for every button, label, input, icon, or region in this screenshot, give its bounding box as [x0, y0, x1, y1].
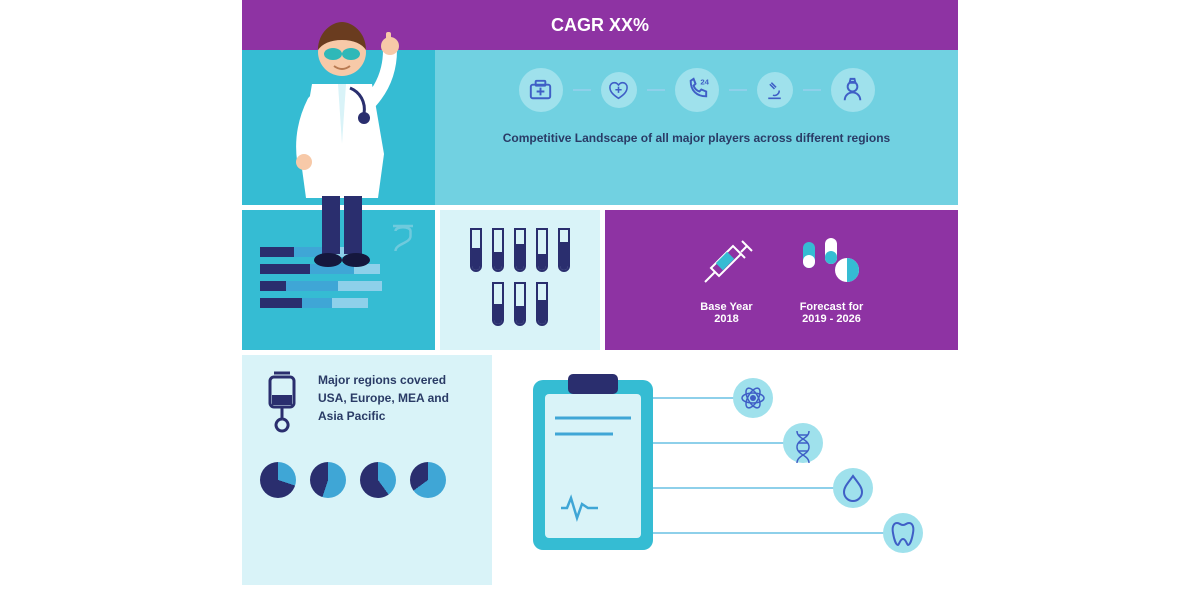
test-tube-icon [536, 282, 548, 326]
svg-text:24: 24 [700, 77, 709, 86]
regions-text: Major regions covered USA, Europe, MEA a… [318, 371, 474, 446]
test-tube-icon [470, 228, 482, 272]
test-tube-icon [514, 228, 526, 272]
microscope-icon [757, 72, 793, 108]
bar-row [260, 281, 417, 291]
regions-panel: Major regions covered USA, Europe, MEA a… [242, 355, 492, 585]
forecast-panel: Base Year2018 Forecast for2019 - 2026 [605, 210, 958, 350]
bar-segment [260, 298, 302, 308]
bar-segment [338, 281, 382, 291]
bar-segment [260, 281, 286, 291]
forecast-value: 2019 - 2026 [797, 313, 867, 325]
iv-drip-icon [260, 371, 304, 446]
tubes-row [440, 210, 600, 344]
tubes-panel [440, 210, 600, 350]
base-year-value: 2018 [697, 313, 757, 325]
forecast-col: Forecast for2019 - 2026 [797, 236, 867, 325]
regions-row: Major regions covered USA, Europe, MEA a… [242, 355, 492, 462]
competitive-text: Competitive Landscape of all major playe… [435, 130, 958, 147]
pie-chart-icon [410, 462, 446, 498]
tube-fill [472, 248, 480, 270]
connector [647, 89, 665, 91]
nurse-icon [831, 68, 875, 112]
forecast-label: Forecast for [797, 301, 867, 313]
clipboard-panel [497, 355, 958, 585]
clipboard-graphic [513, 368, 943, 573]
bar-row [260, 298, 417, 308]
forecast-content: Base Year2018 Forecast for2019 - 2026 [605, 210, 958, 350]
phone-24-icon: 24 [675, 68, 719, 112]
test-tube-icon [536, 228, 548, 272]
heart-plus-icon [601, 72, 637, 108]
connector [803, 89, 821, 91]
pie-chart-icon [360, 462, 396, 498]
medical-kit-icon [519, 68, 563, 112]
tube-fill [494, 252, 502, 270]
bar-segment [332, 298, 368, 308]
tube-fill [538, 300, 546, 324]
pie-chart-icon [310, 462, 346, 498]
base-year-label: Base Year [697, 301, 757, 313]
connector [573, 89, 591, 91]
bar-segment [302, 298, 332, 308]
pie-chart-icon [260, 462, 296, 498]
tube-fill [516, 306, 524, 324]
competitive-band: 24 Competitive Landscape of all major pla… [435, 50, 958, 205]
doctor-illustration [260, 10, 425, 270]
base-year-col: Base Year2018 [697, 236, 757, 325]
header-title: CAGR XX% [551, 15, 649, 36]
test-tube-icon [514, 282, 526, 326]
test-tube-icon [558, 228, 570, 272]
tube-fill [516, 244, 524, 270]
tube-fill [560, 242, 568, 270]
competitive-icons: 24 [435, 50, 958, 112]
pills-icon [797, 236, 867, 291]
test-tube-icon [492, 228, 504, 272]
syringe-icon [697, 236, 757, 291]
pie-row [242, 462, 492, 512]
connector [729, 89, 747, 91]
test-tube-icon [492, 282, 504, 326]
tube-fill [494, 304, 502, 324]
bar-segment [286, 281, 338, 291]
tube-fill [538, 254, 546, 270]
